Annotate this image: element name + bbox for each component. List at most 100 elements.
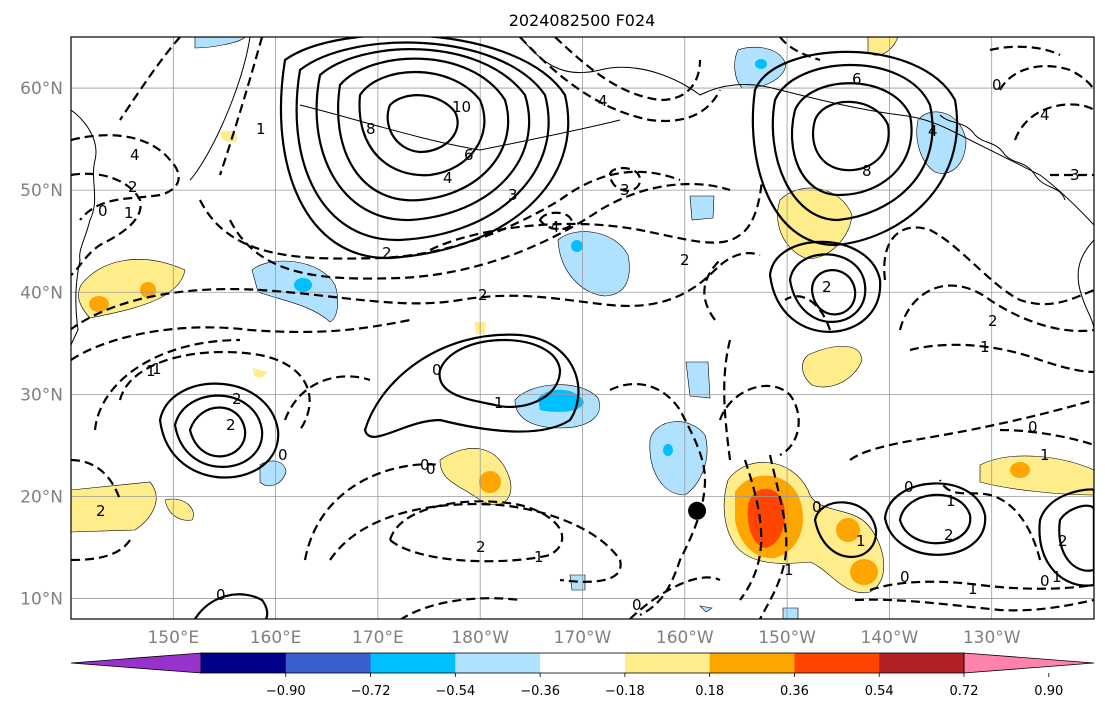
contour-label: 2 [382,244,392,262]
contour-solid [883,482,987,556]
latitude-label: 50°N [20,181,63,201]
colorbar [70,652,1095,674]
contour-label: 1 [256,120,266,138]
contour-dashed [303,463,441,561]
contour-label: 0 [420,456,430,474]
contour-dashed [718,384,800,456]
colorbar-segment [370,653,456,673]
colorbar-segment [201,653,287,673]
contour-label: 6 [852,70,862,88]
colorbar-segment [709,653,795,673]
contour-dashed [759,454,788,619]
shade-positive [71,481,157,533]
contour-label: 2 [232,390,242,408]
contour-solid [158,382,280,479]
colorbar-segment [879,653,965,673]
colorbar-extend-high [963,652,1095,674]
shade-negative [259,460,287,487]
contour-label: 0 [900,568,910,586]
contour-label: 2 [988,312,998,330]
contour-solid [295,41,550,242]
map-title: 2024082500 F024 [509,11,656,30]
contour-solid [386,94,459,154]
contour-dashed [999,65,1094,91]
latitude-label: 40°N [20,283,63,303]
contour-solid [811,100,890,172]
positive-contours [158,37,1094,619]
contour-dashed [939,479,1042,561]
shade-negative-mid [538,389,584,412]
contour-label: 8 [862,162,872,180]
contour-dashed [898,284,1094,332]
contour-label: 2 [680,251,690,269]
latitude-label: 30°N [20,385,63,405]
longitude-labels: 150°E 160°E 170°E 180°W 170°W 160°W 150°W 140°W… [147,628,1020,648]
longitude-label: 160°W [656,628,714,648]
contour-label: 6 [464,146,474,164]
shade-positive-mid [1010,462,1030,478]
contour-solid [194,593,269,619]
colorbar-segment [540,653,626,673]
contour-label: 4 [598,92,608,110]
shade-positive-mid [850,559,878,585]
contour-dashed [854,598,1094,612]
contour-solid [279,37,570,260]
contour-dashed [329,503,622,583]
contour-dashed [554,37,702,102]
longitude-label: 140°W [861,628,919,648]
contour-dashed [999,428,1094,447]
colorbar-segment [794,653,880,673]
contour-label: 0 [812,498,822,516]
contour-label: 1 [980,338,990,356]
contour-label: 0 [278,446,288,464]
coastline-fjords [939,114,1066,201]
contour-dashed [119,37,181,121]
contour-label: 0 [1040,572,1050,590]
colorbar-tick-label: 0.90 [1034,684,1063,699]
shade-negative [782,607,799,619]
contour-label: 2 [226,416,236,434]
contour-label: 4 [550,218,560,236]
contour-label: 3 [620,181,630,199]
contour-dashed [229,182,731,280]
colorbar-segment [285,653,372,673]
contour-dashed [538,211,574,231]
latitude-labels: 60°N 50°N 40°N 30°N 20°N 10°N [20,79,63,610]
contour-label: 3 [1070,166,1080,184]
contour-label: 1 [784,561,794,579]
contour-label: 1 [146,362,156,380]
contour-label: 4 [928,122,938,140]
shade-negative [685,361,711,399]
contour-dashed [609,382,707,616]
longitude-label: 170°E [352,628,404,648]
contour-labels: 10 8 6 4 2 3 4 3 4 2 6 8 4 0 4 3 2 2 1 4… [96,70,1080,614]
contour-dashed [703,259,721,321]
contour-label: 4 [443,169,453,187]
colorbar-tick-label: −0.36 [520,684,560,699]
contour-dashed [869,580,1094,592]
location-marker-dot [688,501,707,520]
graticule [71,37,1094,619]
contour-dashed [218,37,264,176]
shade-negative [251,260,339,323]
contour-label: 1 [152,360,162,378]
shade-negative-core [571,240,583,252]
longitude-label: 160°E [250,628,302,648]
shade-negative [699,605,713,613]
coastline-kamchatka [189,37,251,181]
coastline-aleutians [299,104,621,151]
contour-dashed [71,318,411,361]
colorbar-frame [200,652,965,674]
shade-negative [649,421,708,496]
shade-negative-core [294,278,312,292]
latitude-label: 10°N [20,590,63,610]
colorbar-tick-label: 0.54 [865,684,894,699]
contour-solid [363,333,580,438]
contour-dashed [199,170,681,260]
shade-positive-core [479,471,501,493]
coastlines [71,37,1094,346]
contour-dashed [388,500,564,563]
longitude-label: 150°E [147,628,199,648]
contour-dashed [723,339,732,461]
